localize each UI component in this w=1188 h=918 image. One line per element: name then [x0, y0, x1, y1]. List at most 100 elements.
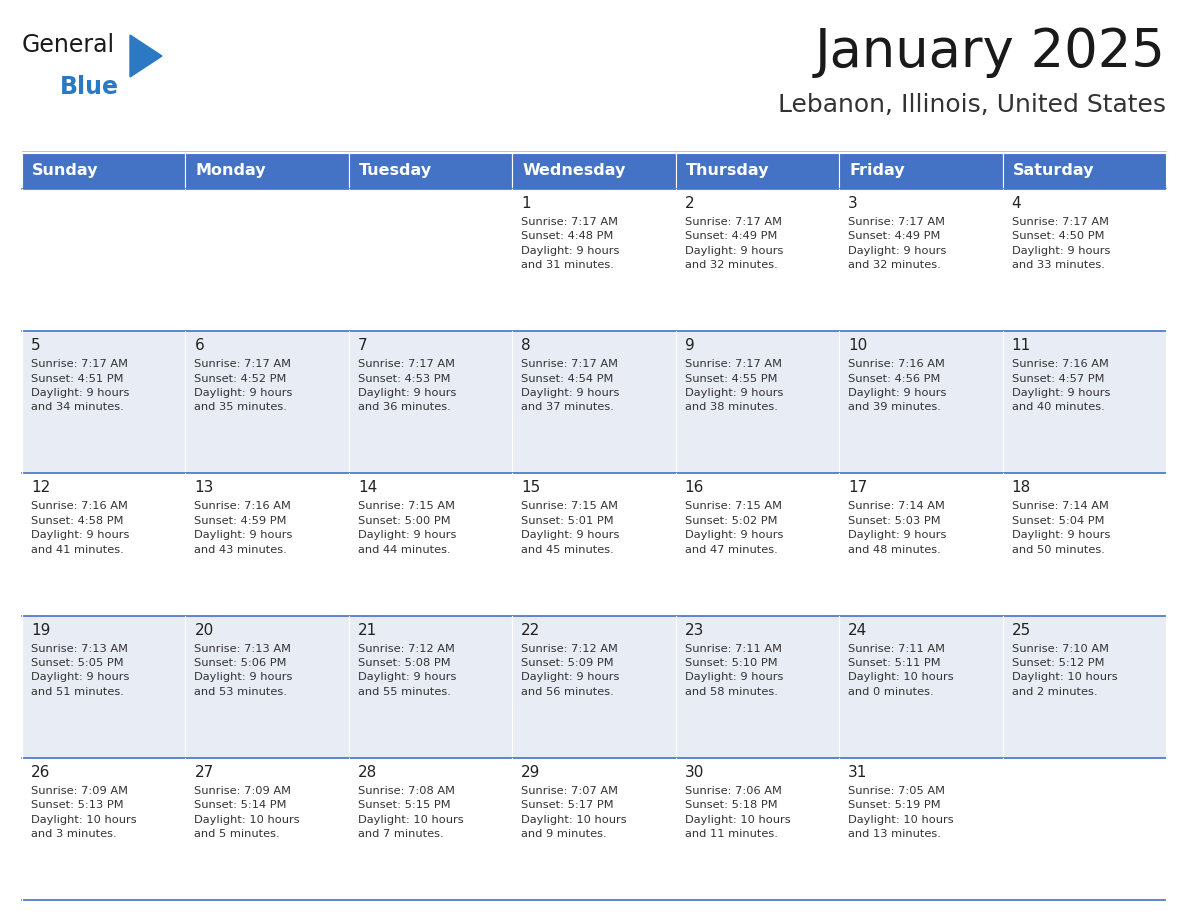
Text: Sunrise: 7:17 AM
Sunset: 4:55 PM
Daylight: 9 hours
and 38 minutes.: Sunrise: 7:17 AM Sunset: 4:55 PM Dayligh…: [684, 359, 783, 412]
Text: 23: 23: [684, 622, 704, 638]
Text: 14: 14: [358, 480, 377, 496]
Bar: [676, 153, 839, 189]
Text: Sunrise: 7:17 AM
Sunset: 4:49 PM
Daylight: 9 hours
and 32 minutes.: Sunrise: 7:17 AM Sunset: 4:49 PM Dayligh…: [684, 217, 783, 270]
Text: Sunrise: 7:12 AM
Sunset: 5:08 PM
Daylight: 9 hours
and 55 minutes.: Sunrise: 7:12 AM Sunset: 5:08 PM Dayligh…: [358, 644, 456, 697]
Text: Sunrise: 7:17 AM
Sunset: 4:52 PM
Daylight: 9 hours
and 35 minutes.: Sunrise: 7:17 AM Sunset: 4:52 PM Dayligh…: [195, 359, 292, 412]
Bar: [23, 331, 185, 474]
Text: 2: 2: [684, 196, 694, 211]
Bar: [23, 616, 185, 757]
Text: Sunrise: 7:12 AM
Sunset: 5:09 PM
Daylight: 9 hours
and 56 minutes.: Sunrise: 7:12 AM Sunset: 5:09 PM Dayligh…: [522, 644, 620, 697]
Text: 30: 30: [684, 765, 704, 779]
Text: Sunrise: 7:07 AM
Sunset: 5:17 PM
Daylight: 10 hours
and 9 minutes.: Sunrise: 7:07 AM Sunset: 5:17 PM Dayligh…: [522, 786, 627, 839]
Text: Sunrise: 7:11 AM
Sunset: 5:10 PM
Daylight: 9 hours
and 58 minutes.: Sunrise: 7:11 AM Sunset: 5:10 PM Dayligh…: [684, 644, 783, 697]
Text: 6: 6: [195, 338, 204, 353]
Text: 4: 4: [1011, 196, 1022, 211]
Text: 7: 7: [358, 338, 367, 353]
Text: 26: 26: [31, 765, 50, 779]
Text: 15: 15: [522, 480, 541, 496]
Bar: [676, 331, 839, 474]
Bar: [512, 757, 676, 900]
Text: Sunrise: 7:14 AM
Sunset: 5:04 PM
Daylight: 9 hours
and 50 minutes.: Sunrise: 7:14 AM Sunset: 5:04 PM Dayligh…: [1011, 501, 1110, 554]
Bar: [349, 616, 512, 757]
Bar: [512, 331, 676, 474]
Bar: [185, 474, 349, 616]
Bar: [349, 757, 512, 900]
Bar: [676, 757, 839, 900]
Bar: [185, 616, 349, 757]
Text: Thursday: Thursday: [685, 163, 769, 178]
Text: 31: 31: [848, 765, 867, 779]
Text: 19: 19: [31, 622, 50, 638]
Text: Sunrise: 7:14 AM
Sunset: 5:03 PM
Daylight: 9 hours
and 48 minutes.: Sunrise: 7:14 AM Sunset: 5:03 PM Dayligh…: [848, 501, 947, 554]
Text: 10: 10: [848, 338, 867, 353]
Bar: [349, 331, 512, 474]
Text: Sunrise: 7:17 AM
Sunset: 4:51 PM
Daylight: 9 hours
and 34 minutes.: Sunrise: 7:17 AM Sunset: 4:51 PM Dayligh…: [31, 359, 129, 412]
Text: Sunrise: 7:13 AM
Sunset: 5:06 PM
Daylight: 9 hours
and 53 minutes.: Sunrise: 7:13 AM Sunset: 5:06 PM Dayligh…: [195, 644, 292, 697]
Text: Sunrise: 7:17 AM
Sunset: 4:53 PM
Daylight: 9 hours
and 36 minutes.: Sunrise: 7:17 AM Sunset: 4:53 PM Dayligh…: [358, 359, 456, 412]
Bar: [839, 189, 1003, 331]
Text: Sunday: Sunday: [32, 163, 99, 178]
Bar: [839, 331, 1003, 474]
Bar: [349, 189, 512, 331]
Bar: [23, 757, 185, 900]
Text: Lebanon, Illinois, United States: Lebanon, Illinois, United States: [778, 93, 1165, 117]
Text: Sunrise: 7:17 AM
Sunset: 4:50 PM
Daylight: 9 hours
and 33 minutes.: Sunrise: 7:17 AM Sunset: 4:50 PM Dayligh…: [1011, 217, 1110, 270]
Bar: [1003, 331, 1165, 474]
Text: Tuesday: Tuesday: [359, 163, 432, 178]
Text: Sunrise: 7:13 AM
Sunset: 5:05 PM
Daylight: 9 hours
and 51 minutes.: Sunrise: 7:13 AM Sunset: 5:05 PM Dayligh…: [31, 644, 129, 697]
Bar: [185, 189, 349, 331]
Text: 3: 3: [848, 196, 858, 211]
Text: 28: 28: [358, 765, 377, 779]
Text: Sunrise: 7:15 AM
Sunset: 5:02 PM
Daylight: 9 hours
and 47 minutes.: Sunrise: 7:15 AM Sunset: 5:02 PM Dayligh…: [684, 501, 783, 554]
Text: Sunrise: 7:16 AM
Sunset: 4:57 PM
Daylight: 9 hours
and 40 minutes.: Sunrise: 7:16 AM Sunset: 4:57 PM Dayligh…: [1011, 359, 1110, 412]
Bar: [1003, 616, 1165, 757]
Text: Sunrise: 7:17 AM
Sunset: 4:48 PM
Daylight: 9 hours
and 31 minutes.: Sunrise: 7:17 AM Sunset: 4:48 PM Dayligh…: [522, 217, 620, 270]
Text: 11: 11: [1011, 338, 1031, 353]
Text: Sunrise: 7:05 AM
Sunset: 5:19 PM
Daylight: 10 hours
and 13 minutes.: Sunrise: 7:05 AM Sunset: 5:19 PM Dayligh…: [848, 786, 954, 839]
Bar: [676, 189, 839, 331]
Text: Sunrise: 7:11 AM
Sunset: 5:11 PM
Daylight: 10 hours
and 0 minutes.: Sunrise: 7:11 AM Sunset: 5:11 PM Dayligh…: [848, 644, 954, 697]
Text: January 2025: January 2025: [815, 26, 1165, 78]
Text: Sunrise: 7:09 AM
Sunset: 5:13 PM
Daylight: 10 hours
and 3 minutes.: Sunrise: 7:09 AM Sunset: 5:13 PM Dayligh…: [31, 786, 137, 839]
Bar: [839, 616, 1003, 757]
Text: Monday: Monday: [196, 163, 266, 178]
Text: Sunrise: 7:15 AM
Sunset: 5:01 PM
Daylight: 9 hours
and 45 minutes.: Sunrise: 7:15 AM Sunset: 5:01 PM Dayligh…: [522, 501, 620, 554]
Bar: [839, 757, 1003, 900]
Bar: [23, 153, 185, 189]
Text: Wednesday: Wednesday: [523, 163, 626, 178]
Bar: [1003, 153, 1165, 189]
Text: 17: 17: [848, 480, 867, 496]
Text: Sunrise: 7:10 AM
Sunset: 5:12 PM
Daylight: 10 hours
and 2 minutes.: Sunrise: 7:10 AM Sunset: 5:12 PM Dayligh…: [1011, 644, 1117, 697]
Bar: [185, 757, 349, 900]
Text: 29: 29: [522, 765, 541, 779]
Bar: [23, 474, 185, 616]
Bar: [1003, 474, 1165, 616]
Bar: [839, 474, 1003, 616]
Bar: [676, 474, 839, 616]
Text: 1: 1: [522, 196, 531, 211]
Bar: [512, 153, 676, 189]
Bar: [23, 189, 185, 331]
Text: 12: 12: [31, 480, 50, 496]
Text: 22: 22: [522, 622, 541, 638]
Text: Sunrise: 7:16 AM
Sunset: 4:59 PM
Daylight: 9 hours
and 43 minutes.: Sunrise: 7:16 AM Sunset: 4:59 PM Dayligh…: [195, 501, 292, 554]
Bar: [512, 189, 676, 331]
Text: Sunrise: 7:15 AM
Sunset: 5:00 PM
Daylight: 9 hours
and 44 minutes.: Sunrise: 7:15 AM Sunset: 5:00 PM Dayligh…: [358, 501, 456, 554]
Text: Sunrise: 7:17 AM
Sunset: 4:54 PM
Daylight: 9 hours
and 37 minutes.: Sunrise: 7:17 AM Sunset: 4:54 PM Dayligh…: [522, 359, 620, 412]
Bar: [185, 153, 349, 189]
Text: Sunrise: 7:17 AM
Sunset: 4:49 PM
Daylight: 9 hours
and 32 minutes.: Sunrise: 7:17 AM Sunset: 4:49 PM Dayligh…: [848, 217, 947, 270]
Text: 13: 13: [195, 480, 214, 496]
Text: 18: 18: [1011, 480, 1031, 496]
Bar: [839, 153, 1003, 189]
Bar: [349, 474, 512, 616]
Text: Sunrise: 7:06 AM
Sunset: 5:18 PM
Daylight: 10 hours
and 11 minutes.: Sunrise: 7:06 AM Sunset: 5:18 PM Dayligh…: [684, 786, 790, 839]
Text: Sunrise: 7:09 AM
Sunset: 5:14 PM
Daylight: 10 hours
and 5 minutes.: Sunrise: 7:09 AM Sunset: 5:14 PM Dayligh…: [195, 786, 301, 839]
Text: Sunrise: 7:16 AM
Sunset: 4:56 PM
Daylight: 9 hours
and 39 minutes.: Sunrise: 7:16 AM Sunset: 4:56 PM Dayligh…: [848, 359, 947, 412]
Text: 21: 21: [358, 622, 377, 638]
Text: 5: 5: [31, 338, 40, 353]
Text: 20: 20: [195, 622, 214, 638]
Polygon shape: [129, 35, 162, 77]
Bar: [1003, 757, 1165, 900]
Text: 24: 24: [848, 622, 867, 638]
Text: Sunrise: 7:16 AM
Sunset: 4:58 PM
Daylight: 9 hours
and 41 minutes.: Sunrise: 7:16 AM Sunset: 4:58 PM Dayligh…: [31, 501, 129, 554]
